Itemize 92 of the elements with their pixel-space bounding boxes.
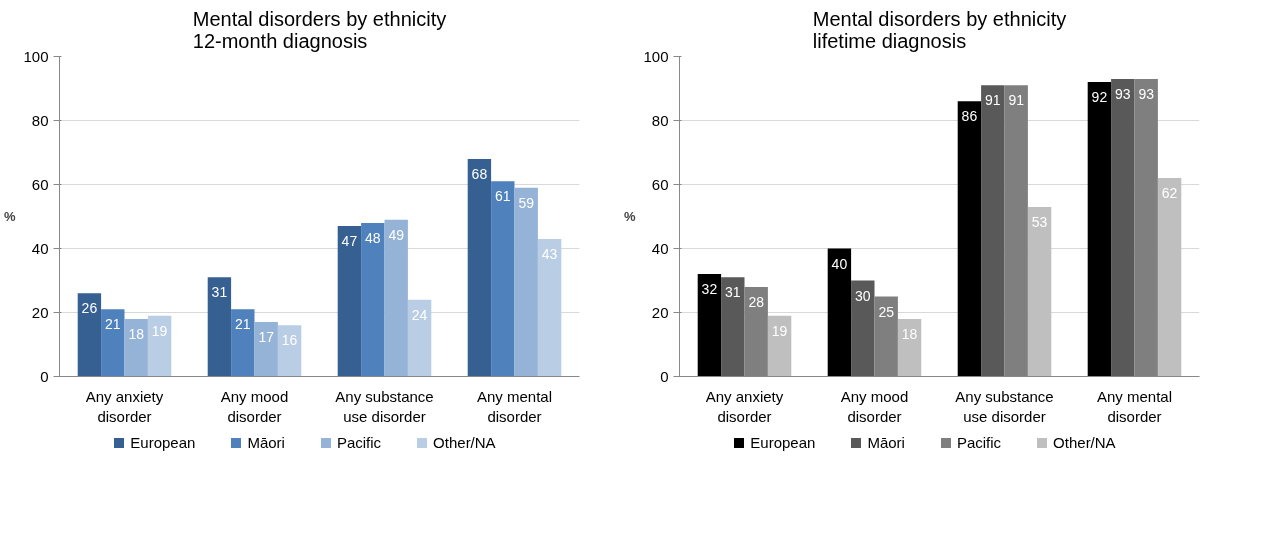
bar xyxy=(491,181,515,377)
bar xyxy=(697,274,722,377)
x-tick-label: Any anxiety disorder xyxy=(705,387,784,425)
data-label: 28 xyxy=(748,293,765,310)
data-label: 43 xyxy=(541,245,558,262)
bar xyxy=(981,85,1005,377)
x-tick-label: Any mood disorder xyxy=(220,387,289,425)
y-tick-label: 0 xyxy=(40,367,49,385)
x-tick-label: Any substance use disorder xyxy=(335,387,434,425)
data-label: 68 xyxy=(471,165,488,182)
data-label: 31 xyxy=(725,284,741,301)
data-label: 93 xyxy=(1138,85,1155,102)
data-label: 62 xyxy=(1161,185,1178,202)
data-label: 32 xyxy=(701,281,718,298)
data-label: 86 xyxy=(961,108,978,125)
data-label: 48 xyxy=(365,229,381,246)
data-label: 24 xyxy=(411,306,428,323)
data-label: 61 xyxy=(495,188,511,205)
data-label: 47 xyxy=(341,233,358,250)
bar xyxy=(124,318,148,377)
bar xyxy=(1111,78,1135,377)
y-tick-label: 80 xyxy=(651,111,669,129)
data-label: 16 xyxy=(281,332,298,349)
bar xyxy=(361,222,385,377)
legend-label: Māori xyxy=(866,433,905,453)
y-tick-label: 20 xyxy=(31,303,49,321)
data-label: 59 xyxy=(518,194,535,211)
bar xyxy=(467,158,492,377)
bar xyxy=(101,309,125,377)
bar xyxy=(1087,82,1112,377)
legend-label: Pacific xyxy=(955,433,1002,453)
x-tick-label: Any mental disorder xyxy=(476,387,553,425)
data-label: 18 xyxy=(128,325,145,342)
bar xyxy=(384,219,408,377)
bar xyxy=(254,322,278,377)
data-label: 31 xyxy=(211,284,228,301)
data-label: 18 xyxy=(901,325,918,342)
data-label: 26 xyxy=(81,300,98,317)
bar xyxy=(721,277,745,377)
legend-label: Other/NA xyxy=(432,433,496,453)
data-label: 17 xyxy=(258,329,275,346)
y-axis-title: % xyxy=(3,209,16,224)
data-label: 91 xyxy=(985,92,1001,109)
bar xyxy=(231,309,255,377)
data-label: 30 xyxy=(855,287,871,304)
bar xyxy=(147,315,172,377)
data-label: 21 xyxy=(235,316,251,333)
bar xyxy=(407,299,432,377)
data-label: 93 xyxy=(1115,85,1131,102)
y-axis-title: % xyxy=(623,209,636,224)
data-label: 40 xyxy=(831,255,848,272)
x-tick-label: Any substance use disorder xyxy=(955,387,1054,425)
bar xyxy=(537,238,562,377)
y-tick-label: 60 xyxy=(31,175,49,193)
data-label: 53 xyxy=(1031,213,1048,230)
y-tick-label: 80 xyxy=(31,111,49,129)
data-label: 92 xyxy=(1091,89,1108,106)
legend-label: Other/NA xyxy=(1052,433,1116,453)
bar xyxy=(827,248,852,377)
data-label: 91 xyxy=(1008,92,1025,109)
legend-label: European xyxy=(749,433,816,453)
data-label: 25 xyxy=(878,303,895,320)
chart-title: Mental disorders by ethnicity 12-month diagnosis xyxy=(192,7,447,52)
bar xyxy=(957,101,982,377)
y-tick-label: 60 xyxy=(651,175,669,193)
x-tick-label: Any mental disorder xyxy=(1096,387,1173,425)
legend-label: European xyxy=(129,433,196,453)
bar xyxy=(1027,206,1052,377)
bar xyxy=(514,187,538,377)
bar xyxy=(1157,178,1182,377)
y-tick-label: 40 xyxy=(31,239,49,257)
data-label: 19 xyxy=(771,322,788,339)
bar xyxy=(207,277,232,377)
y-tick-label: 20 xyxy=(651,303,669,321)
bar xyxy=(767,315,792,377)
y-tick-label: 40 xyxy=(651,239,669,257)
legend-label: Pacific xyxy=(335,433,382,453)
bar xyxy=(277,325,302,377)
bar xyxy=(77,293,102,377)
data-label: 21 xyxy=(105,316,121,333)
data-label: 49 xyxy=(388,226,405,243)
y-tick-label: 0 xyxy=(660,367,669,385)
bar xyxy=(337,226,362,377)
data-label: 19 xyxy=(151,322,168,339)
x-tick-label: Any anxiety disorder xyxy=(85,387,164,425)
y-tick-label: 100 xyxy=(643,47,669,65)
chart-title: Mental disorders by ethnicity lifetime diagnosis xyxy=(812,7,1067,52)
legend-label: Māori xyxy=(246,433,285,453)
x-tick-label: Any mood disorder xyxy=(840,387,909,425)
bar xyxy=(851,280,875,377)
y-tick-label: 100 xyxy=(23,47,49,65)
bar xyxy=(897,318,922,377)
